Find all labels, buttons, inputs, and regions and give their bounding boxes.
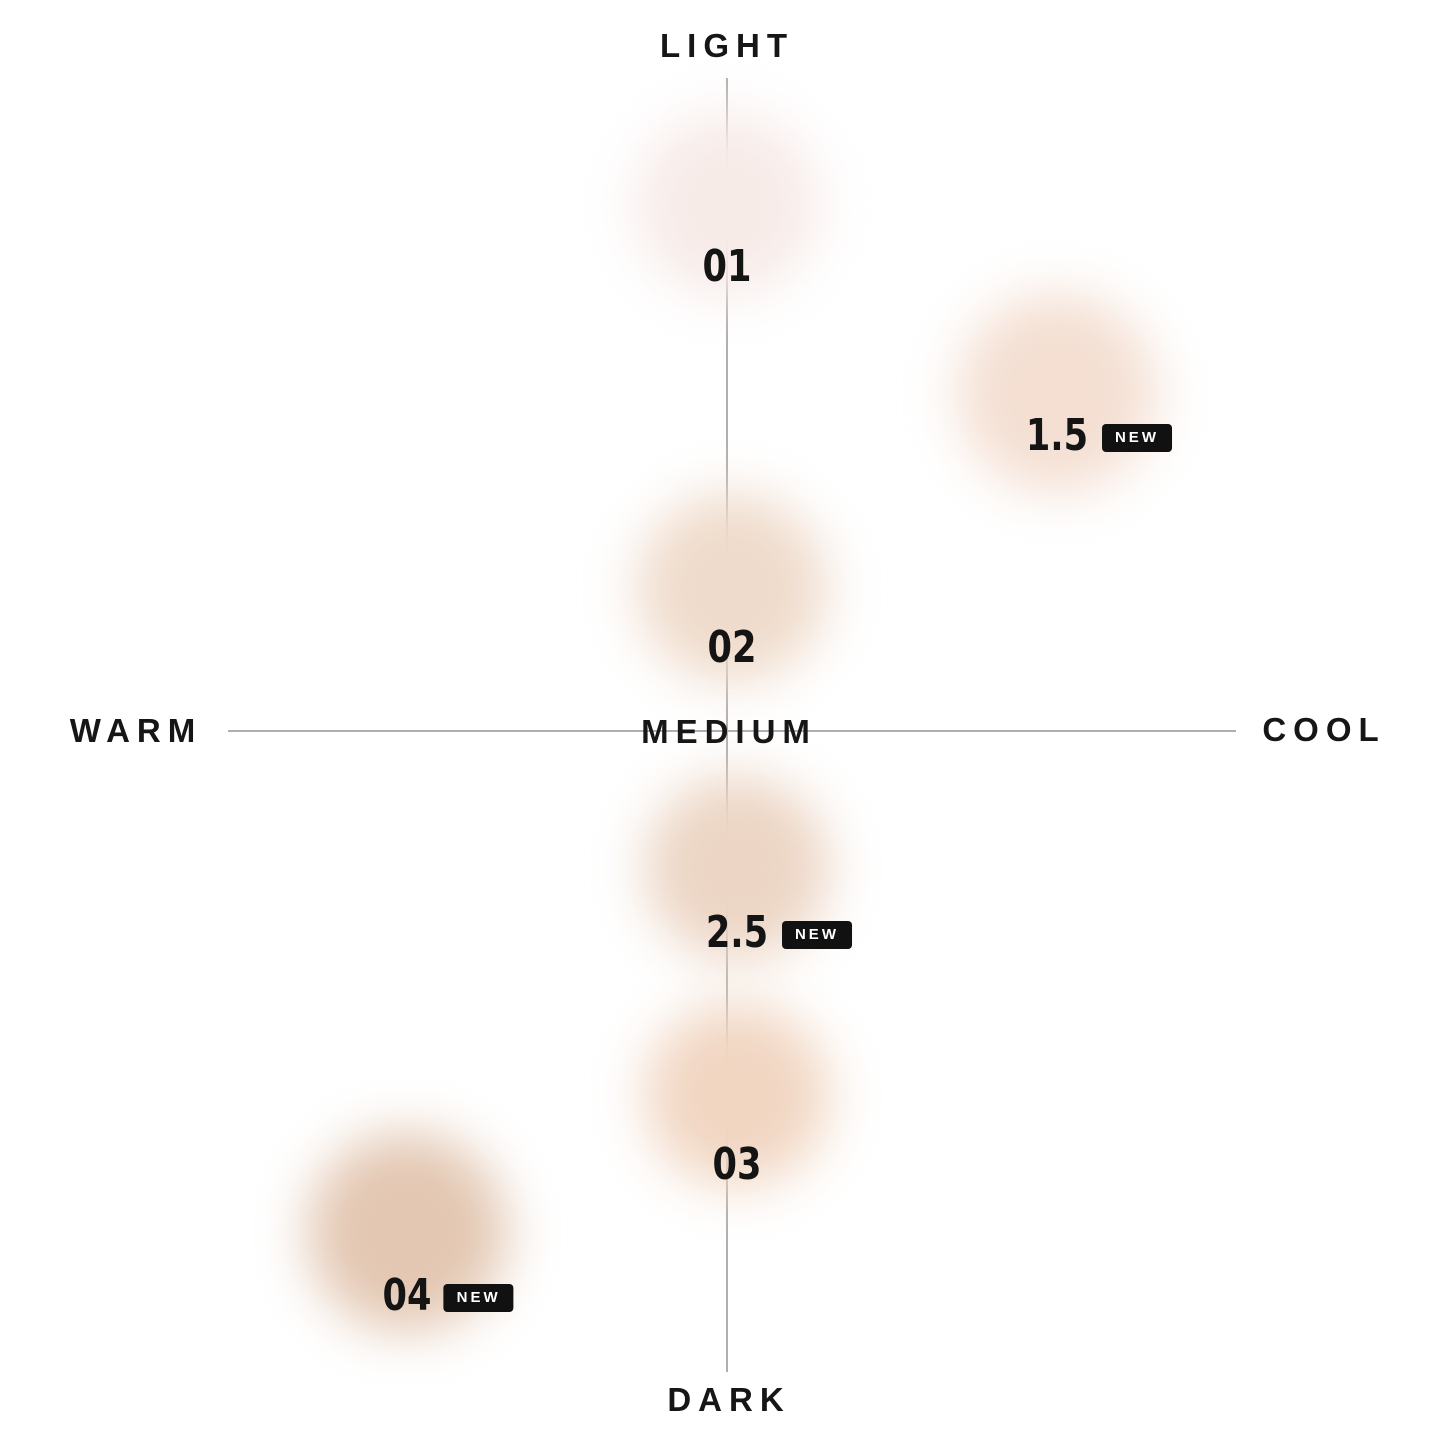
new-badge-label: NEW: [456, 1288, 501, 1306]
shade-swatch-blob: [637, 493, 827, 683]
new-badge: NEW: [781, 920, 852, 949]
axis-label-cool: COOL: [1262, 711, 1386, 748]
shade-number-label: 02: [707, 622, 757, 673]
shade-swatch-blob: [644, 1002, 830, 1188]
shade-label: 1.5 NEW: [1018, 410, 1172, 461]
shade-swatch-blob: [634, 112, 820, 297]
axis-label-medium: MEDIUM: [641, 713, 817, 750]
new-badge-label: NEW: [794, 925, 839, 943]
shade-swatch-blob: [957, 293, 1157, 493]
vertical-axis-line: [726, 78, 728, 1372]
axis-label-dark: DARK: [667, 1381, 791, 1418]
new-badge: NEW: [443, 1283, 514, 1312]
shade-number-label: 03: [712, 1139, 762, 1190]
axis-label-warm: WARM: [69, 712, 203, 749]
horizontal-axis-line: [228, 730, 1236, 732]
shade-label: 03: [706, 1143, 767, 1187]
shade-label: 02: [701, 626, 762, 670]
new-badge-label: NEW: [1114, 429, 1159, 446]
shade-number-label: 04: [382, 1269, 432, 1321]
shade-label: 01: [696, 240, 757, 292]
new-badge: NEW: [1101, 424, 1172, 452]
axis-label-light: LIGHT: [660, 27, 794, 64]
shade-label: 04 NEW: [376, 1269, 514, 1321]
shade-number-label: 1.5: [1025, 410, 1089, 461]
shade-number-label: 01: [702, 240, 752, 292]
shade-number-label: 2.5: [705, 906, 769, 958]
shade-label: 2.5 NEW: [698, 906, 852, 958]
